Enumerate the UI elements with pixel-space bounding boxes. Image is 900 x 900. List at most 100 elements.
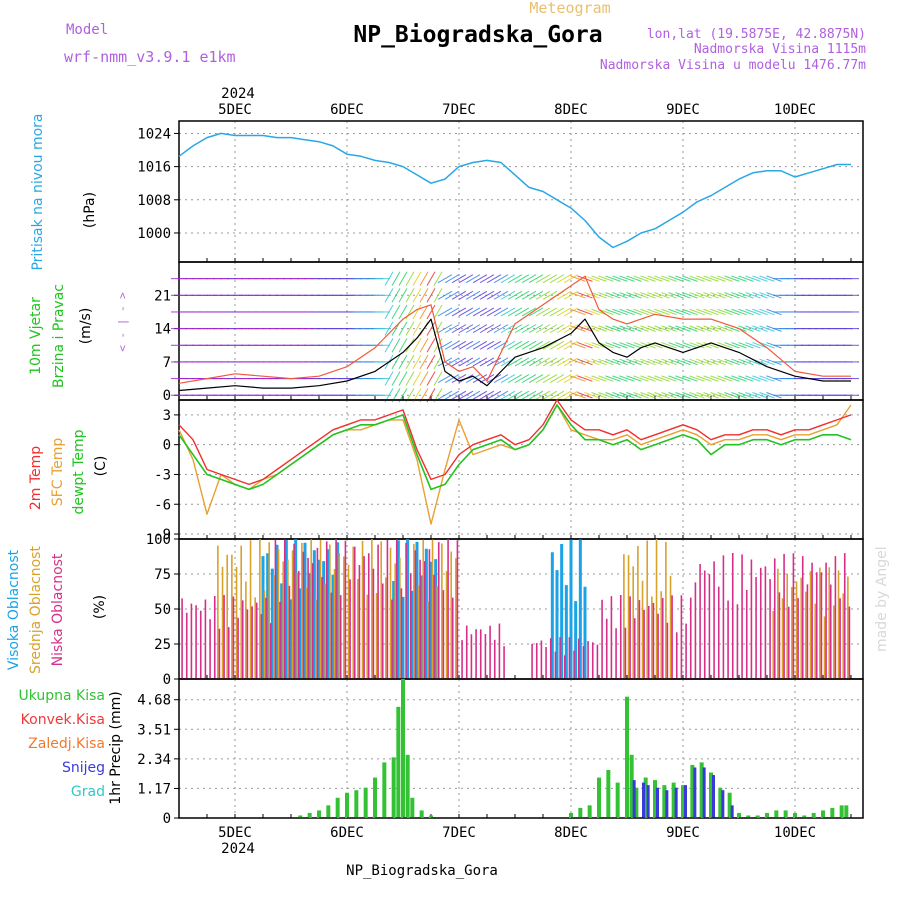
wind-arrow [675,375,691,382]
bottom-axis-year: 2024 [221,841,255,857]
wind-arrow [465,340,481,350]
wind-arrow [465,357,481,367]
meteogram-label: Meteogram [529,0,610,17]
top-day-label: 8DEC [554,102,588,118]
wind-arrow [612,358,628,366]
wind-arrow [433,371,443,386]
wind-arrow [591,325,607,332]
wind-arrow [458,390,474,400]
wind-arrow [549,324,565,334]
wind-arrow [759,358,775,366]
wind-arrow [384,321,394,336]
precip-bar [587,805,592,818]
wind-arrow [535,274,551,284]
wind-arrow [405,354,415,370]
wind-arrow [640,325,656,332]
top-day-label: 9DEC [666,102,700,118]
precip-bar [354,790,359,818]
y-tick-label: 1016 [137,160,171,176]
wind-arrow [731,342,747,349]
precip-bar [317,810,321,818]
y-tick-label: -3 [154,467,171,483]
wind-arrow [384,371,394,386]
wind-axis-title: 10m Vjetar [28,297,44,375]
wind-arrow [514,307,530,317]
wind-arrow [703,275,719,282]
wind-arrow [486,307,502,317]
wind-arrow [444,324,460,334]
wind-arrow [437,290,453,300]
wind-axis-title2: Brzina i Pravac [51,284,67,388]
wind-arrow [710,375,726,382]
wind-arrow [507,374,523,384]
precip-bar [718,787,723,818]
wind-arrow [412,321,422,336]
wind-arrow [661,342,677,349]
wind-arrow [689,358,705,366]
wind-arrow [549,274,565,284]
precip-legend-item: Konvek.Kisa [21,712,105,728]
wind-arrow [556,357,572,367]
wind-arrow [710,275,726,282]
wind-arrow [584,375,600,382]
wind-arrow [710,325,726,332]
wind-arrow [458,357,474,367]
wind-arrow [619,375,635,382]
wind-arrow [717,325,733,332]
wind-arrow [426,271,436,286]
wind-arrow [612,308,628,316]
wind-arrow [528,390,544,400]
compass-icon: < - | - > [116,292,129,352]
wind-arrow [451,290,467,300]
wind-arrow [535,390,551,400]
wind-arrow [405,288,415,303]
wind-arrow [605,275,621,282]
wind-arrow [563,290,579,300]
wind-arrow [479,357,495,367]
wind-arrow [724,342,740,349]
wind-arrow [412,354,422,370]
wind-arrow [668,325,684,332]
wind-arrow [451,340,467,350]
dewpoint-axis-title: dewpt Temp [71,429,87,514]
wind-arrow [703,342,719,349]
wind-arrow [444,390,460,400]
wind-arrow [661,292,677,299]
wind-arrow [612,325,628,332]
y-tick-label: 1000 [137,226,171,242]
wind-arrow [724,292,740,299]
wind-arrow [752,292,768,299]
wind-arrow [605,342,621,349]
wind-arrow [661,358,677,366]
precip-bar [727,792,732,818]
wind-arrow [717,308,733,316]
wind-arrow [500,324,516,334]
wind-arrow [696,325,712,332]
wind-arrow [731,275,747,282]
wind-arrow [472,324,488,334]
wind-arrow [542,324,558,334]
wind-arrow [738,275,754,282]
top-day-label: 7DEC [442,102,476,118]
bottom-day-label: 9DEC [666,825,700,841]
wind-arrow [675,275,691,282]
wind-arrow [682,308,698,316]
wind-arrow [696,392,712,399]
y-tick-label: 50 [154,602,171,618]
wind-arrow [472,340,488,350]
wind-arrow [391,354,401,370]
footer-station: NP_Biogradska_Gora [346,863,498,879]
elevation-label: Nadmorska Visina 1115m [694,42,866,57]
wind-arrow [419,304,429,320]
wind-arrow [398,271,408,286]
wind-arrow [472,307,488,317]
precip-bar [606,769,611,818]
top-day-label: 6DEC [330,102,364,118]
wind-arrow [689,275,705,282]
sfc-temp-line [178,404,852,525]
wind-arrow [391,271,401,286]
wind-arrow [433,288,443,303]
wind-arrow [633,392,649,399]
y-tick-label: 0 [163,672,171,688]
dewpoint-line [178,404,852,491]
